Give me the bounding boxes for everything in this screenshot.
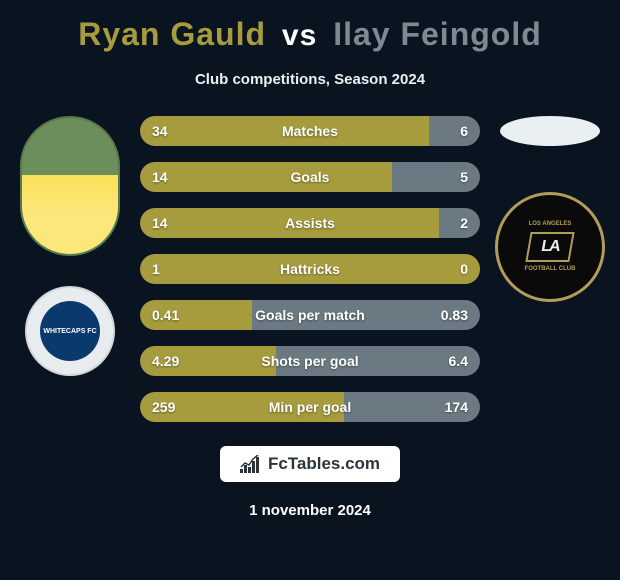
player1-club-badge: WHITECAPS FC <box>25 286 115 376</box>
stat-value-right: 0.83 <box>441 307 468 323</box>
stat-label: Matches <box>282 123 338 139</box>
player1-photo <box>20 116 120 256</box>
stat-bar-left <box>140 162 392 192</box>
left-side: WHITECAPS FC <box>10 116 130 376</box>
stat-value-left: 14 <box>152 215 168 231</box>
stat-value-right: 174 <box>445 399 468 415</box>
stat-label: Shots per goal <box>261 353 358 369</box>
player1-name: Ryan Gauld <box>78 16 266 52</box>
player2-photo <box>500 116 600 146</box>
stat-row: 4.29 6.4 Shots per goal <box>140 346 480 376</box>
stat-row: 0.41 0.83 Goals per match <box>140 300 480 330</box>
club-left-label: WHITECAPS FC <box>40 301 100 361</box>
stat-label: Goals <box>291 169 330 185</box>
stat-value-left: 0.41 <box>152 307 179 323</box>
subtitle: Club competitions, Season 2024 <box>195 71 425 88</box>
stat-label: Assists <box>285 215 335 231</box>
club-right-logo-icon <box>525 232 574 262</box>
player2-club-badge: LOS ANGELES FOOTBALL CLUB <box>495 192 605 302</box>
main-content: WHITECAPS FC 34 6 Matches 14 5 Goals 14 2 Assist… <box>10 116 610 422</box>
stat-row: 14 5 Goals <box>140 162 480 192</box>
club-right-top: LOS ANGELES <box>529 221 572 228</box>
stat-value-left: 4.29 <box>152 353 179 369</box>
vs-label: vs <box>282 19 317 52</box>
brand-badge: FcTables.com <box>220 446 400 482</box>
page-title: Ryan Gauld vs Ilay Feingold <box>78 16 542 53</box>
stat-value-right: 5 <box>460 169 468 185</box>
stat-row: 14 2 Assists <box>140 208 480 238</box>
brand-icon <box>240 455 262 473</box>
stats-list: 34 6 Matches 14 5 Goals 14 2 Assists 1 0 Hattricks 0… <box>130 116 490 422</box>
date-label: 1 november 2024 <box>249 502 371 519</box>
right-side: LOS ANGELES FOOTBALL CLUB <box>490 116 610 302</box>
stat-value-left: 259 <box>152 399 175 415</box>
stat-bar-right <box>429 116 480 146</box>
stat-row: 259 174 Min per goal <box>140 392 480 422</box>
stat-value-right: 6.4 <box>449 353 468 369</box>
player2-name: Ilay Feingold <box>333 16 542 52</box>
brand-text: FcTables.com <box>268 454 380 474</box>
stat-label: Hattricks <box>280 261 340 277</box>
stat-value-left: 34 <box>152 123 168 139</box>
stat-value-left: 1 <box>152 261 160 277</box>
stat-row: 34 6 Matches <box>140 116 480 146</box>
stat-value-left: 14 <box>152 169 168 185</box>
stat-value-right: 6 <box>460 123 468 139</box>
stat-row: 1 0 Hattricks <box>140 254 480 284</box>
stat-value-right: 2 <box>460 215 468 231</box>
stat-label: Min per goal <box>269 399 351 415</box>
stat-label: Goals per match <box>255 307 365 323</box>
stat-value-right: 0 <box>460 261 468 277</box>
club-right-bottom: FOOTBALL CLUB <box>525 266 576 273</box>
